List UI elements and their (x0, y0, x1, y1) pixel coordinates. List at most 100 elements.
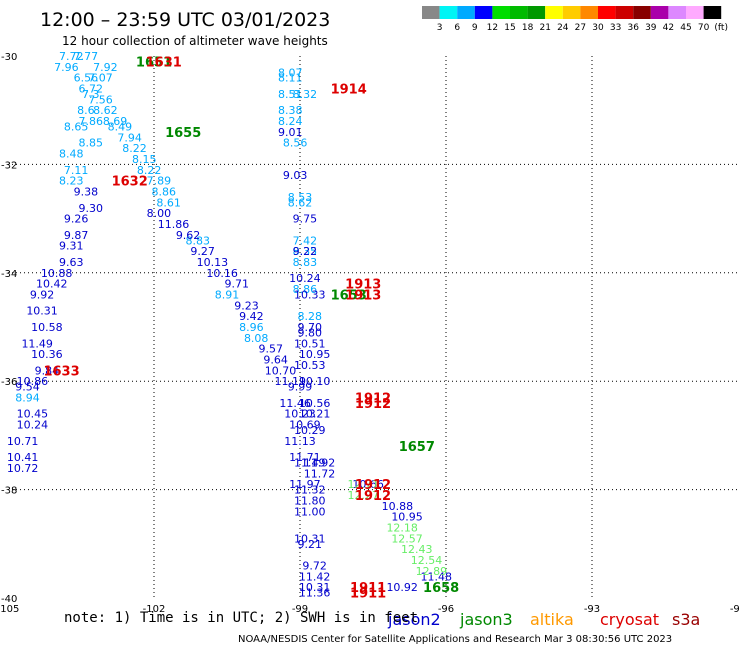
wave-height-value: 8.24 (278, 115, 303, 128)
wave-height-value: 8.56 (283, 137, 308, 150)
wave-height-value: 10.95 (299, 348, 331, 361)
wave-height-value: 8.86 (151, 186, 176, 199)
scale-swatch (474, 6, 493, 19)
pass-time-label: 1657 (399, 440, 435, 455)
scale-swatch (598, 6, 616, 19)
scale-swatch (439, 6, 458, 19)
wave-height-value: 7.3 (82, 88, 100, 101)
pass-labels: 1651 1655 1653 1657 1658 1631 1632 1633 1914 1913… (43, 55, 459, 601)
chart-title: 12:00 – 23:59 UTC 03/01/2023 (40, 9, 330, 31)
scale-label: 36 (627, 23, 639, 33)
wave-height-value: 7.56 (88, 93, 113, 106)
wave-height-value: 8.32 (293, 88, 318, 101)
scale-label: 33 (610, 23, 621, 33)
wave-height-value: 12.54 (411, 554, 443, 567)
y-tick-label: -40 (1, 594, 17, 605)
wave-height-value: 8.11 (278, 72, 303, 85)
pass-time-label: 1631 (146, 55, 182, 70)
track-values: 7.727.777.927.966.567.076.727.37.568.68.… (7, 50, 452, 600)
wave-height-value: 10.88 (382, 500, 414, 513)
y-tick-label: -30 (1, 52, 17, 63)
x-tick-label: -99 (292, 604, 308, 615)
wave-height-value: 10.29 (294, 424, 326, 437)
scale-swatch (650, 6, 669, 19)
wave-height-value: 12.57 (391, 532, 423, 545)
scale-label: 42 (663, 23, 674, 33)
wave-height-value: 8.07 (278, 66, 303, 79)
scale-swatch (457, 6, 475, 19)
wave-height-value: 11.92 (304, 457, 336, 470)
footer-credit: NOAA/NESDIS Center for Satellite Applica… (238, 634, 673, 645)
wave-height-value: 11.19 (275, 375, 307, 388)
wave-height-value: 9.87 (64, 229, 89, 242)
wave-height-value: 8.83 (293, 256, 318, 269)
wave-height-value: 12.18 (386, 522, 418, 535)
wave-height-value: 10.21 (299, 408, 331, 421)
wave-height-value: 11.80 (294, 494, 326, 507)
scale-label: (ft) (714, 23, 728, 33)
wave-height-value: 10.45 (17, 408, 49, 421)
legend-entry-jason3: jason3 (459, 610, 513, 629)
wave-height-value: 8.22 (122, 142, 147, 155)
x-tick-label: -93 (584, 604, 600, 615)
wave-height-value: 10.13 (197, 256, 229, 269)
scale-label: 24 (557, 23, 569, 33)
scale-label: 27 (575, 23, 586, 33)
wave-height-value: 12.71 (348, 478, 380, 491)
scale-swatch (580, 6, 598, 19)
wave-height-value: 9.22 (293, 245, 318, 258)
pass-time-label: 1911 (350, 587, 386, 602)
wave-height-value: 9.75 (293, 213, 318, 226)
wave-height-value: 9.57 (259, 343, 284, 356)
wave-height-value: 7.89 (147, 175, 172, 188)
wave-height-value: 10.36 (31, 348, 63, 361)
wave-height-value: 8.65 (64, 120, 89, 133)
satellite-legend: jason2 jason3 altika cryosat s3a (387, 610, 700, 629)
wave-height-value: 10.86 (17, 375, 49, 388)
wave-height-value: 8.86 (293, 283, 318, 296)
scale-swatch (510, 6, 528, 19)
scale-swatch (527, 6, 546, 19)
wave-height-value: 8.22 (137, 164, 162, 177)
wave-height-value: 9.27 (190, 245, 215, 258)
wave-height-value: 8.62 (288, 196, 313, 209)
scale-swatch (492, 6, 510, 19)
wave-height-value: 9.72 (302, 559, 327, 572)
wave-height-value: 9.31 (59, 240, 84, 253)
y-tick-label: -36 (1, 377, 17, 388)
wave-height-value: 10.71 (7, 435, 39, 448)
wave-height-value: 8.91 (215, 288, 240, 301)
wave-height-value: 9.92 (30, 288, 55, 301)
wave-height-value: 10.95 (391, 511, 423, 524)
wave-height-value: 11.32 (294, 484, 326, 497)
wave-height-value: 8.83 (186, 234, 211, 247)
scale-swatch (545, 6, 563, 19)
wave-height-value: 7.96 (54, 61, 79, 74)
wave-height-value: 8.61 (156, 196, 181, 209)
x-tick-label: -90 (730, 604, 740, 615)
pass-time-label: 1913 (345, 288, 381, 303)
wave-height-value: 11.36 (299, 587, 331, 600)
wave-height-value: 10.70 (265, 364, 297, 377)
wave-height-value: 7.11 (64, 164, 89, 177)
wave-height-value: 10.72 (7, 462, 39, 475)
legend-entry-s3a: s3a (672, 610, 700, 629)
y-tick-label: -38 (1, 486, 17, 497)
wave-height-value: 9.71 (224, 278, 249, 291)
wave-height-value: 10.41 (7, 451, 39, 464)
wave-height-value: 10.10 (299, 375, 331, 388)
wave-height-value: 11.49 (21, 337, 53, 350)
pass-time-label: 1913 (345, 278, 381, 293)
wave-height-value: 12.27 (348, 489, 380, 502)
wave-height-value: 7.42 (293, 234, 318, 247)
scale-swatch (633, 6, 651, 19)
scale-label: 30 (592, 23, 604, 33)
chart-subtitle: 12 hour collection of altimeter wave hei… (62, 34, 328, 48)
wave-height-value: 7.72 (59, 50, 84, 63)
wave-height-value: 8.85 (78, 137, 103, 150)
scale-label: 9 (472, 23, 478, 33)
wave-height-value: 10.24 (289, 272, 321, 285)
wave-height-value: 10.16 (206, 267, 238, 280)
legend-entry-cryosat: cryosat (600, 610, 659, 629)
wave-height-value: 11.71 (289, 451, 321, 464)
